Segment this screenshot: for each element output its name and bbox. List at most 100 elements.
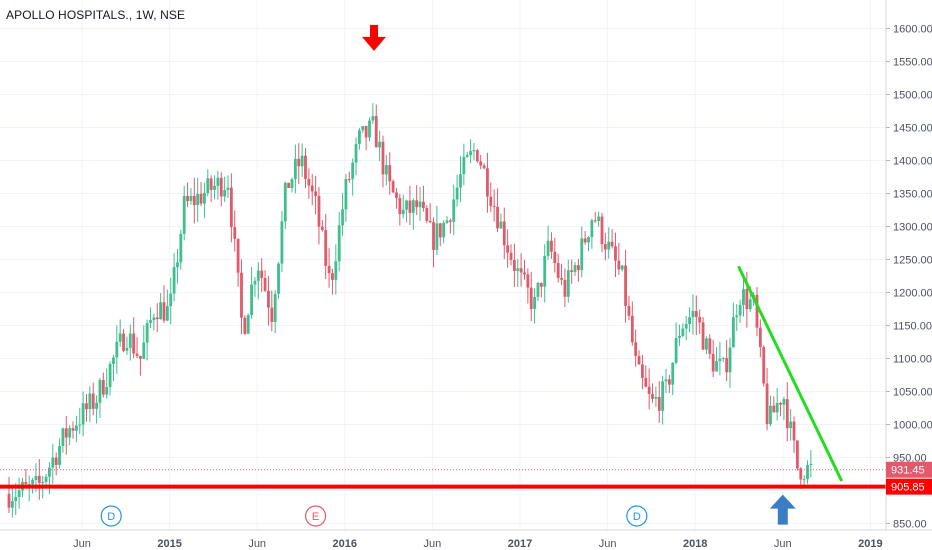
- candle-body: [546, 240, 550, 256]
- candle-body: [267, 290, 270, 308]
- price-axis[interactable]: 1600.00 1550.00 1500.00 1450.00 1400.00 1350.…: [886, 24, 932, 531]
- candle-body: [705, 338, 708, 350]
- candle-body: [735, 315, 739, 318]
- candle-body: [358, 130, 361, 144]
- candle-body: [135, 353, 139, 356]
- candle-body: [664, 379, 668, 382]
- candle-body: [475, 150, 479, 162]
- candle-body: [455, 187, 459, 200]
- candle-body: [573, 265, 577, 272]
- candle-body: [361, 125, 365, 131]
- candle-body: [229, 187, 233, 228]
- candle-body: [792, 421, 796, 441]
- candle-body: [758, 327, 762, 348]
- candle-body: [711, 353, 715, 372]
- candle-body: [283, 182, 287, 222]
- candle-body: [263, 277, 267, 291]
- event-marker-label: D: [107, 511, 115, 523]
- candle-body: [630, 315, 634, 343]
- candle-body: [128, 333, 132, 348]
- candle-body: [405, 200, 408, 210]
- candle-body: [644, 377, 648, 387]
- candle-body: [462, 156, 466, 175]
- candle-body: [145, 323, 149, 343]
- time-tick-label: Jun: [774, 538, 792, 550]
- candle-body: [388, 165, 392, 182]
- candle-body: [61, 428, 65, 446]
- candle-body: [314, 191, 317, 197]
- candle-body: [24, 481, 28, 485]
- candle-body: [486, 168, 489, 197]
- time-tick-label: 2018: [683, 538, 707, 550]
- candle-body: [27, 484, 31, 486]
- candle-body: [105, 386, 109, 395]
- candle-body: [290, 179, 294, 188]
- price-tick-label: 1050.00: [893, 387, 932, 399]
- candle-body: [280, 221, 284, 264]
- candle-body: [125, 347, 129, 351]
- candle-body: [577, 265, 580, 271]
- candle-body: [132, 333, 136, 354]
- candle-body: [81, 403, 85, 425]
- candle-body: [34, 475, 38, 480]
- candle-body: [785, 399, 789, 429]
- candle-body: [118, 333, 122, 342]
- candle-body: [657, 397, 661, 411]
- last-price-tag: [886, 461, 932, 478]
- candle-body: [459, 174, 462, 188]
- candle-body: [600, 216, 604, 245]
- candle-body: [17, 490, 21, 498]
- candle-body: [401, 209, 405, 215]
- time-tick-label: Jun: [599, 538, 617, 550]
- candle-body: [236, 238, 240, 273]
- candle-body: [448, 220, 452, 222]
- candle-body: [351, 162, 355, 180]
- time-tick-label: 2016: [333, 538, 357, 550]
- candle-body: [85, 403, 88, 410]
- candle-body: [378, 141, 382, 148]
- candle-body: [243, 317, 247, 334]
- time-tick-label: Jun: [73, 538, 91, 550]
- candle-body: [492, 206, 496, 208]
- candle-body: [297, 158, 301, 167]
- candle-body: [37, 475, 41, 483]
- candle-body: [762, 347, 766, 384]
- candle-body: [152, 317, 156, 321]
- candle-body: [556, 263, 560, 278]
- candle-body: [381, 141, 385, 175]
- candle-body: [91, 393, 95, 409]
- candle-body: [411, 200, 415, 213]
- candle-body: [580, 238, 584, 271]
- candle-body: [748, 299, 752, 310]
- candle-body: [755, 294, 759, 328]
- candle-body: [560, 277, 563, 280]
- candle-body: [374, 116, 378, 148]
- candle-body: [435, 223, 439, 250]
- candle-body: [54, 457, 58, 465]
- candle-body: [384, 165, 388, 175]
- time-axis[interactable]: Jun 2015 Jun 2016 Jun 2017 Jun 2018 Jun 2019: [73, 538, 883, 550]
- candle-body: [112, 357, 115, 364]
- candle-body: [698, 316, 702, 323]
- candle-body: [496, 206, 499, 229]
- candle-body: [391, 181, 395, 193]
- price-tick-label: 950.00: [893, 453, 927, 465]
- candle-body: [341, 209, 344, 226]
- candle-body: [553, 251, 557, 264]
- candle-body: [14, 497, 18, 502]
- support-price-label: 905.85: [891, 482, 925, 494]
- candle-body: [617, 260, 621, 270]
- candle-body: [273, 293, 277, 322]
- trend-line: [737, 265, 843, 482]
- candle-body: [398, 197, 402, 215]
- event-marker-badge: [100, 505, 122, 527]
- candle-body: [570, 270, 574, 272]
- candle-body: [219, 177, 223, 197]
- candle-body: [337, 225, 341, 262]
- candle-body: [68, 428, 72, 438]
- candle-body: [368, 120, 371, 138]
- candle-body: [250, 284, 253, 316]
- candle-body: [64, 428, 68, 438]
